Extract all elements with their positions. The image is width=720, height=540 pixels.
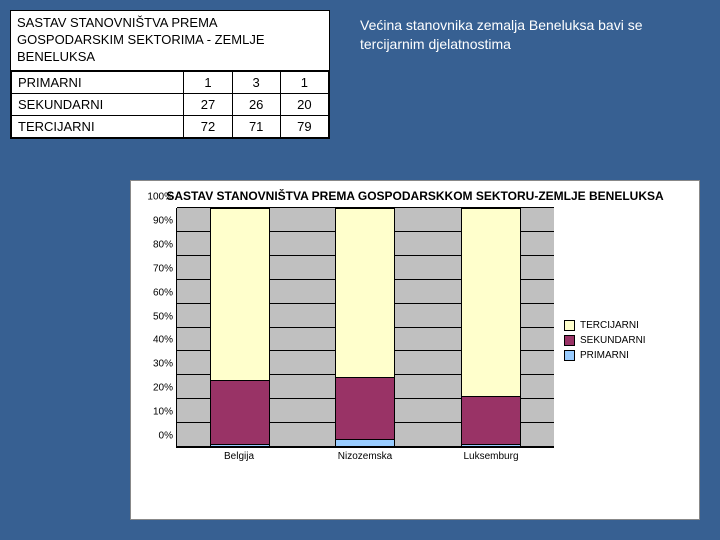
y-tick-label: 50% bbox=[153, 311, 177, 322]
bar-segment bbox=[462, 444, 520, 446]
row-label: TERCIJARNI bbox=[12, 115, 184, 137]
legend-label: SEKUNDARNI bbox=[580, 335, 646, 346]
cell: 27 bbox=[184, 93, 232, 115]
bar-segment bbox=[462, 209, 520, 396]
cell: 72 bbox=[184, 115, 232, 137]
legend-item: PRIMARNI bbox=[564, 350, 689, 361]
bar-segment bbox=[211, 209, 269, 380]
cell: 1 bbox=[280, 71, 328, 93]
legend-label: TERCIJARNI bbox=[580, 320, 639, 331]
legend-swatch bbox=[564, 350, 575, 361]
cell: 26 bbox=[232, 93, 280, 115]
y-tick-label: 90% bbox=[153, 215, 177, 226]
cell: 79 bbox=[280, 115, 328, 137]
bar bbox=[210, 208, 270, 447]
x-tick-label: Belgija bbox=[209, 451, 269, 473]
bar bbox=[335, 208, 395, 447]
cell: 71 bbox=[232, 115, 280, 137]
plot-area: 0%10%20%30%40%50%60%70%80%90%100% Belgij… bbox=[131, 208, 564, 473]
x-tick-label: Nizozemska bbox=[335, 451, 395, 473]
legend-swatch bbox=[564, 320, 575, 331]
y-tick-label: 30% bbox=[153, 359, 177, 370]
legend-item: SEKUNDARNI bbox=[564, 335, 689, 346]
y-tick-label: 10% bbox=[153, 407, 177, 418]
bar-segment bbox=[211, 444, 269, 446]
data-table: SASTAV STANOVNIŠTVA PREMA GOSPODARSKIM S… bbox=[10, 10, 330, 139]
cell: 3 bbox=[232, 71, 280, 93]
summary-text: Većina stanovnika zemalja Beneluksa bavi… bbox=[360, 10, 670, 139]
table-row: PRIMARNI 1 3 1 bbox=[12, 71, 329, 93]
legend-swatch bbox=[564, 335, 575, 346]
cell: 20 bbox=[280, 93, 328, 115]
table-row: TERCIJARNI 72 71 79 bbox=[12, 115, 329, 137]
cell: 1 bbox=[184, 71, 232, 93]
table-body: PRIMARNI 1 3 1 SEKUNDARNI 27 26 20 TERCI… bbox=[11, 71, 329, 138]
x-tick-label: Luksemburg bbox=[461, 451, 521, 473]
bar-segment bbox=[336, 209, 394, 377]
y-tick-label: 20% bbox=[153, 383, 177, 394]
chart-title: SASTAV STANOVNIŠTVA PREMA GOSPODARSKKOM … bbox=[131, 181, 699, 208]
legend: TERCIJARNI SEKUNDARNI PRIMARNI bbox=[564, 208, 699, 473]
table-row: SEKUNDARNI 27 26 20 bbox=[12, 93, 329, 115]
bar-segment bbox=[336, 439, 394, 446]
y-tick-label: 0% bbox=[159, 431, 177, 442]
row-label: SEKUNDARNI bbox=[12, 93, 184, 115]
y-tick-label: 60% bbox=[153, 287, 177, 298]
y-tick-label: 70% bbox=[153, 263, 177, 274]
row-label: PRIMARNI bbox=[12, 71, 184, 93]
y-tick-label: 40% bbox=[153, 335, 177, 346]
bar-segment bbox=[336, 377, 394, 439]
bar bbox=[461, 208, 521, 447]
bar-segment bbox=[211, 380, 269, 444]
y-tick-label: 80% bbox=[153, 239, 177, 250]
chart-panel: SASTAV STANOVNIŠTVA PREMA GOSPODARSKKOM … bbox=[130, 180, 700, 520]
legend-label: PRIMARNI bbox=[580, 350, 629, 361]
table-title: SASTAV STANOVNIŠTVA PREMA GOSPODARSKIM S… bbox=[11, 11, 329, 71]
bar-segment bbox=[462, 396, 520, 443]
y-tick-label: 100% bbox=[147, 192, 177, 203]
legend-item: TERCIJARNI bbox=[564, 320, 689, 331]
